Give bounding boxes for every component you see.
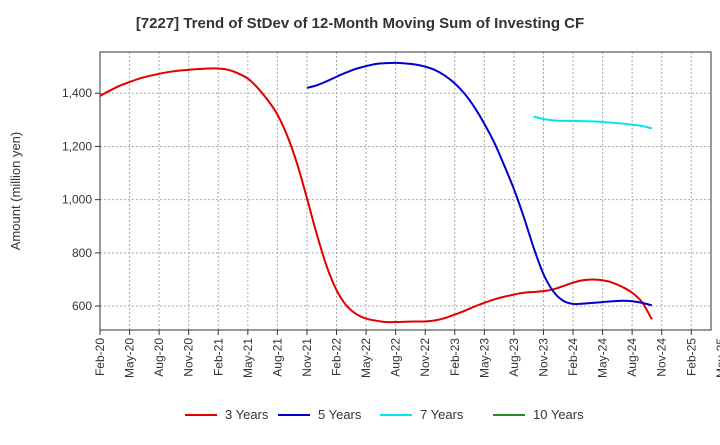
x-tick-label: Aug-23: [507, 338, 521, 377]
x-tick-label: Nov-22: [418, 338, 432, 377]
plot-frame: [99, 51, 712, 331]
legend-label: 7 Years: [420, 407, 464, 422]
y-tick-label: 1,400: [62, 86, 92, 100]
y-tick-label: 1,200: [62, 139, 92, 153]
series-line-3: [533, 115, 653, 130]
grid: [99, 52, 711, 330]
x-tick-label: Feb-23: [448, 338, 462, 376]
series-line-1: [99, 67, 653, 324]
x-tick-label: Feb-20: [93, 338, 107, 376]
series-line-2: [306, 61, 653, 307]
x-tick-label: May-24: [596, 338, 610, 378]
x-tick-label: Nov-24: [655, 338, 669, 377]
y-axis-ticks: 600 800 1,000 1,200 1,400: [62, 86, 100, 313]
x-tick-label: May-25: [714, 338, 720, 378]
y-tick-label: 800: [72, 246, 92, 260]
legend: 3 Years 5 Years 7 Years 10 Years: [185, 407, 584, 422]
x-tick-label: Feb-21: [211, 338, 225, 376]
x-tick-label: Nov-23: [536, 338, 550, 377]
y-axis-label: Amount (million yen): [8, 132, 23, 251]
x-tick-label: Feb-25: [684, 338, 698, 376]
legend-label: 3 Years: [225, 407, 269, 422]
x-tick-label: May-21: [241, 338, 255, 378]
x-tick-label: Nov-21: [300, 338, 314, 377]
x-tick-label: May-22: [359, 338, 373, 378]
x-tick-label: Feb-22: [330, 338, 344, 376]
chart-title: [7227] Trend of StDev of 12-Month Moving…: [136, 15, 584, 32]
y-tick-label: 1,000: [62, 193, 92, 207]
x-tick-label: May-23: [477, 338, 491, 378]
legend-label: 10 Years: [533, 407, 584, 422]
y-tick-label: 600: [72, 299, 92, 313]
x-axis-ticks: Feb-20 May-20 Aug-20 Nov-20 Feb-21 May-21 Aug-…: [93, 330, 720, 378]
x-tick-label: Nov-20: [182, 338, 196, 377]
x-tick-label: Aug-22: [389, 338, 403, 377]
x-tick-label: Aug-24: [625, 338, 639, 377]
x-tick-label: Aug-21: [270, 338, 284, 377]
x-tick-label: Aug-20: [152, 338, 166, 377]
legend-label: 5 Years: [318, 407, 362, 422]
x-tick-label: May-20: [123, 338, 137, 378]
x-tick-label: Feb-24: [566, 338, 580, 376]
series-lines: [99, 61, 653, 324]
